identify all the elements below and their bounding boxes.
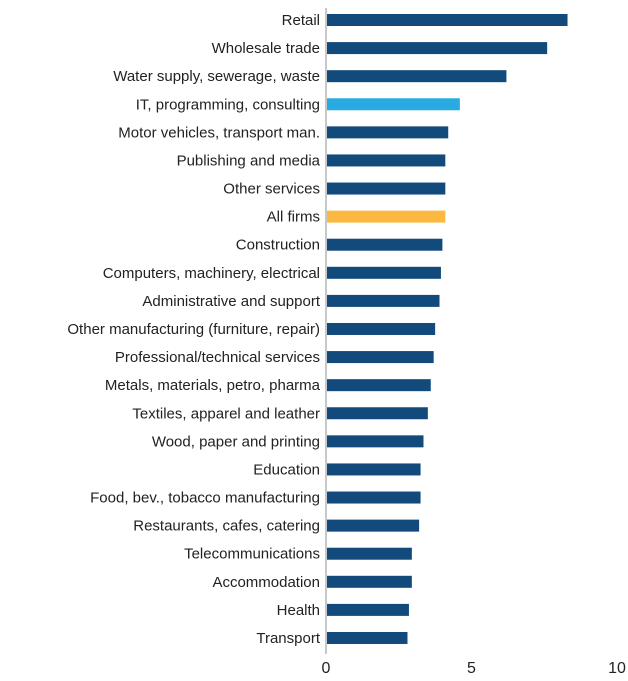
bar-restaurants-cafes-catering	[326, 519, 420, 532]
bar-education	[326, 463, 421, 476]
bar-health	[326, 603, 409, 616]
category-label-wood-paper-and-printing: Wood, paper and printing	[152, 433, 320, 450]
x-tick-label-10: 10	[608, 660, 626, 677]
category-label-water-supply-sewerage-waste: Water supply, sewerage, waste	[113, 68, 320, 85]
category-label-other-manufacturing-furniture-repair: Other manufacturing (furniture, repair)	[67, 321, 320, 338]
category-label-accommodation: Accommodation	[212, 574, 320, 591]
bar-other-services	[326, 182, 446, 195]
bar-transport	[326, 631, 408, 644]
x-tick-label-0: 0	[322, 660, 331, 677]
bar-it-programming-consulting	[326, 98, 460, 111]
category-label-telecommunications: Telecommunications	[184, 546, 320, 563]
category-label-food-bev-tobacco-manufacturing: Food, bev., tobacco manufacturing	[90, 490, 320, 507]
category-label-professional-technical-services: Professional/technical services	[115, 349, 320, 366]
bar-professional-technical-services	[326, 351, 434, 364]
bar-food-bev-tobacco-manufacturing	[326, 491, 421, 504]
bar-construction	[326, 238, 443, 251]
category-label-education: Education	[253, 461, 320, 478]
category-label-restaurants-cafes-catering: Restaurants, cafes, catering	[133, 518, 320, 535]
bar-wood-paper-and-printing	[326, 435, 424, 448]
category-label-other-services: Other services	[223, 181, 320, 198]
bar-retail	[326, 14, 568, 26]
category-label-metals-materials-petro-pharma: Metals, materials, petro, pharma	[105, 377, 321, 394]
bars-group	[326, 14, 568, 644]
x-tick-labels-group: 0 5 10	[322, 660, 626, 677]
category-label-construction: Construction	[236, 237, 320, 254]
category-label-wholesale-trade: Wholesale trade	[212, 40, 320, 57]
category-label-all-firms: All firms	[267, 209, 320, 226]
bar-wholesale-trade	[326, 42, 548, 55]
category-labels-group: Retail Wholesale trade Water supply, sewer…	[67, 12, 320, 647]
bar-metals-materials-petro-pharma	[326, 379, 431, 392]
category-label-motor-vehicles-transport-man: Motor vehicles, transport man.	[118, 124, 320, 141]
category-label-retail: Retail	[282, 12, 320, 29]
category-label-it-programming-consulting: IT, programming, consulting	[136, 96, 320, 113]
bar-telecommunications	[326, 547, 412, 560]
bar-other-manufacturing-furniture-repair	[326, 322, 436, 335]
bar-publishing-and-media	[326, 154, 446, 167]
bar-all-firms	[326, 210, 446, 223]
x-tick-label-5: 5	[467, 660, 476, 677]
category-label-administrative-and-support: Administrative and support	[142, 293, 320, 310]
bar-administrative-and-support	[326, 294, 440, 307]
category-label-textiles-apparel-and-leather: Textiles, apparel and leather	[132, 405, 320, 422]
category-label-transport: Transport	[256, 630, 320, 647]
bar-computers-machinery-electrical	[326, 266, 441, 279]
bar-water-supply-sewerage-waste	[326, 70, 507, 83]
bar-textiles-apparel-and-leather	[326, 407, 428, 420]
category-label-health: Health	[277, 602, 320, 619]
bar-accommodation	[326, 575, 412, 588]
category-label-publishing-and-media: Publishing and media	[177, 152, 321, 169]
category-label-computers-machinery-electrical: Computers, machinery, electrical	[103, 265, 320, 282]
bar-motor-vehicles-transport-man	[326, 126, 449, 139]
